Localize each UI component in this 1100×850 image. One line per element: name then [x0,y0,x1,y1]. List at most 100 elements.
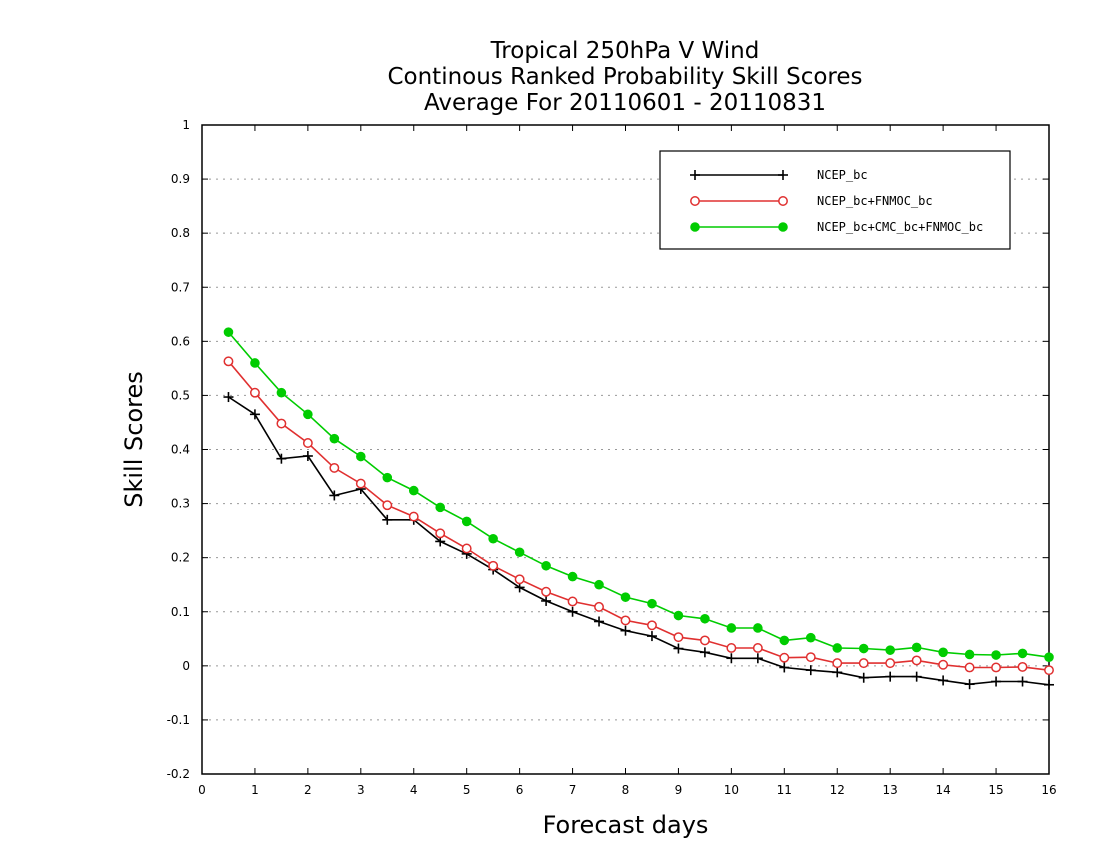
data-point [461,516,472,527]
data-point [753,623,763,633]
data-point [249,387,260,398]
data-point [885,658,896,669]
data-point [885,645,895,655]
data-point [858,658,869,669]
y-tick-label: 1 [182,118,190,132]
data-point [329,490,340,501]
data-point [726,653,737,664]
x-tick-label: 12 [830,783,845,797]
y-axis-label: Skill Scores [120,371,148,508]
data-point [779,635,790,646]
legend-marker [778,170,788,180]
axis-ticks: -0.2-0.100.10.20.30.40.50.60.70.80.910 1 2… [167,118,1057,797]
data-point [223,392,234,403]
data-point [858,672,869,683]
x-axis-label: Forecast days [543,811,709,839]
data-point [726,623,737,633]
x-tick-label: 13 [883,783,898,797]
y-tick-label: 0.6 [171,334,190,348]
series-3 [223,327,1054,662]
y-tick-label: 0.3 [171,497,190,511]
data-point [647,598,657,609]
data-point [1017,648,1028,659]
data-point [594,579,604,590]
data-point [779,662,790,673]
data-point [938,659,949,670]
data-point [382,472,393,483]
data-point [752,653,763,664]
legend-marker [690,170,700,180]
data-point [302,438,313,448]
data-point [514,547,525,558]
x-tick-label: 3 [357,783,365,797]
legend-box [659,150,1011,250]
data-point [673,643,684,654]
x-tick-label: 6 [516,783,524,797]
data-point [276,387,287,398]
x-tick-label: 10 [724,783,739,797]
data-point [435,528,446,539]
legend: NCEP_bc NCEP_bc+FNMOC_bc NCEP_bc+CMC_bc+FN… [659,150,1011,250]
data-point [832,667,843,678]
y-tick-label: 0.2 [171,551,190,565]
data-point [1017,661,1028,672]
data-point [1017,676,1028,687]
data-point [488,533,498,544]
data-point [620,592,631,602]
legend-marker [690,222,700,232]
data-point [752,643,763,653]
legend-entry-2: NCEP_bc+FNMOC_bc [690,194,933,208]
data-point [964,649,975,660]
x-tick-label: 15 [988,783,1003,797]
series-2 [223,356,1054,676]
data-point [911,642,922,653]
x-tick-label: 14 [935,783,950,797]
data-point [620,625,631,636]
legend-entry-3: NCEP_bc+CMC_bc+FNMOC_bc [690,220,983,234]
data-point [1044,652,1054,662]
data-point [329,462,340,473]
data-point [514,574,525,585]
series-line-2 [227,360,1050,671]
data-point [700,613,710,624]
data-point [647,620,657,631]
legend-marker [778,196,788,206]
y-tick-label: 0.5 [171,388,190,402]
data-point [964,679,975,690]
data-point [461,543,472,554]
x-tick-label: 4 [410,783,418,797]
data-point [594,616,605,627]
data-point [1044,679,1054,690]
data-point [541,586,552,597]
data-point [991,650,1001,660]
data-point [726,643,737,653]
data-point [382,500,393,511]
x-tick-label: 16 [1041,783,1056,797]
series-group [223,327,1054,690]
x-tick-label: 8 [622,783,630,797]
data-point [646,631,657,642]
y-tick-label: 0.9 [171,172,190,186]
x-tick-label: 0 [198,783,206,797]
y-tick-label: 0.7 [171,280,190,294]
data-point [699,635,710,646]
data-point [541,595,552,606]
data-point [964,662,975,673]
data-point [938,647,948,658]
title-line-1: Tropical 250hPa V Wind [490,38,760,64]
x-tick-label: 7 [569,783,577,797]
y-tick-label: 0.1 [171,605,190,619]
data-point [567,596,578,607]
data-point [673,610,684,621]
series-line-3 [227,331,1050,658]
data-point [911,671,922,682]
data-point [858,643,869,654]
series-line-1 [228,396,1050,686]
data-point [356,451,366,462]
legend-entry-1: NCEP_bc [690,168,868,182]
data-point [276,418,287,429]
data-point [805,632,816,643]
x-tick-label: 11 [777,783,792,797]
